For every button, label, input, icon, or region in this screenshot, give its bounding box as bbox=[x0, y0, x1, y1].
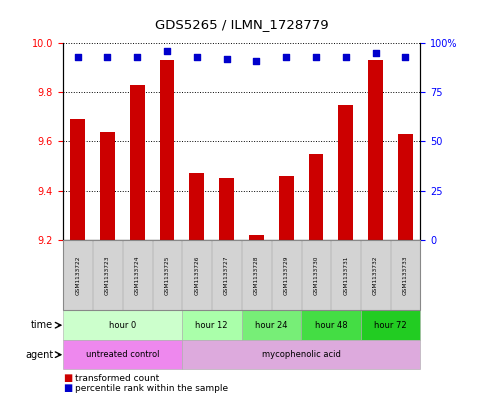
Point bbox=[223, 56, 230, 62]
Text: agent: agent bbox=[25, 350, 53, 360]
Bar bbox=[309, 154, 324, 240]
Bar bbox=[338, 105, 353, 240]
Text: GSM1133730: GSM1133730 bbox=[313, 255, 318, 295]
Point bbox=[163, 48, 171, 54]
Bar bbox=[100, 132, 115, 240]
Text: percentile rank within the sample: percentile rank within the sample bbox=[75, 384, 228, 393]
Text: GSM1133724: GSM1133724 bbox=[135, 255, 140, 295]
Text: time: time bbox=[31, 320, 53, 330]
Text: GDS5265 / ILMN_1728779: GDS5265 / ILMN_1728779 bbox=[155, 18, 328, 31]
Text: GSM1133729: GSM1133729 bbox=[284, 255, 289, 295]
Text: hour 24: hour 24 bbox=[255, 321, 287, 330]
Bar bbox=[249, 235, 264, 240]
Text: ■: ■ bbox=[63, 373, 72, 383]
Text: GSM1133723: GSM1133723 bbox=[105, 255, 110, 295]
Point bbox=[104, 54, 112, 60]
Text: hour 72: hour 72 bbox=[374, 321, 407, 330]
Text: hour 0: hour 0 bbox=[109, 321, 136, 330]
Point bbox=[282, 54, 290, 60]
Text: GSM1133722: GSM1133722 bbox=[75, 255, 80, 295]
Text: GSM1133728: GSM1133728 bbox=[254, 255, 259, 295]
Text: GSM1133725: GSM1133725 bbox=[165, 255, 170, 295]
Point bbox=[372, 50, 380, 56]
Text: hour 48: hour 48 bbox=[314, 321, 347, 330]
Text: untreated control: untreated control bbox=[85, 350, 159, 359]
Point bbox=[253, 58, 260, 64]
Point bbox=[193, 54, 201, 60]
Bar bbox=[368, 61, 383, 240]
Bar bbox=[398, 134, 413, 240]
Point bbox=[74, 54, 82, 60]
Text: transformed count: transformed count bbox=[75, 374, 159, 382]
Text: GSM1133732: GSM1133732 bbox=[373, 255, 378, 295]
Text: GSM1133731: GSM1133731 bbox=[343, 255, 348, 295]
Bar bbox=[159, 61, 174, 240]
Text: hour 12: hour 12 bbox=[196, 321, 228, 330]
Point bbox=[133, 54, 141, 60]
Point bbox=[342, 54, 350, 60]
Text: GSM1133726: GSM1133726 bbox=[194, 255, 199, 295]
Text: ■: ■ bbox=[63, 383, 72, 393]
Bar bbox=[130, 85, 145, 240]
Text: GSM1133733: GSM1133733 bbox=[403, 255, 408, 295]
Bar bbox=[219, 178, 234, 240]
Bar bbox=[279, 176, 294, 240]
Bar bbox=[70, 119, 85, 240]
Text: GSM1133727: GSM1133727 bbox=[224, 255, 229, 295]
Text: mycophenolic acid: mycophenolic acid bbox=[262, 350, 341, 359]
Point bbox=[312, 54, 320, 60]
Point bbox=[401, 54, 409, 60]
Bar bbox=[189, 173, 204, 240]
